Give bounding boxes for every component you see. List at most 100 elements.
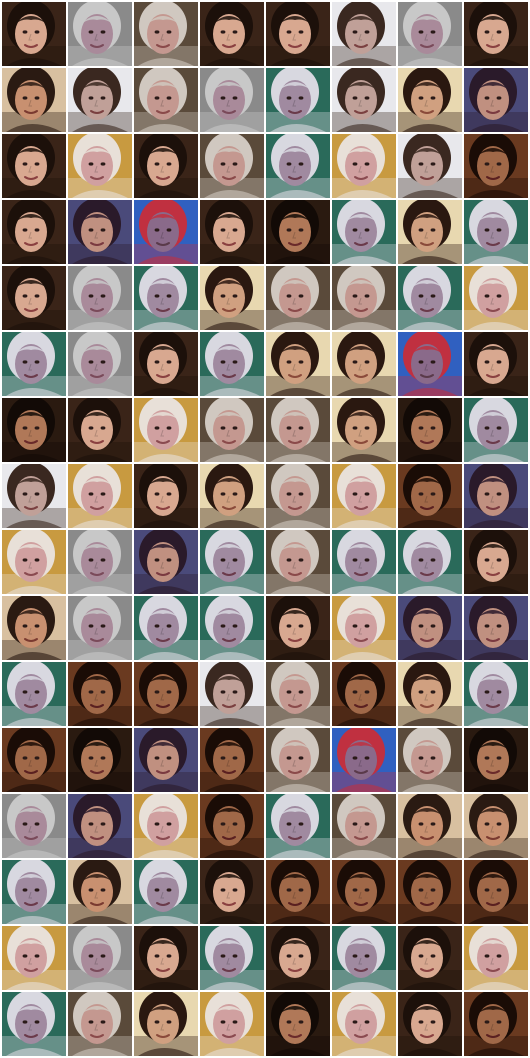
- face-sample-image: [464, 728, 528, 792]
- face-sample-image: [464, 926, 528, 990]
- face-sample-image: [398, 926, 462, 990]
- face-sample-image: [332, 332, 396, 396]
- face-sample-image: [134, 926, 198, 990]
- face-sample-tile: [2, 398, 66, 462]
- face-sample-image: [68, 530, 132, 594]
- face-sample-image: [464, 464, 528, 528]
- face-sample-tile: [332, 530, 396, 594]
- face-sample-image: [2, 2, 66, 66]
- face-sample-image: [464, 860, 528, 924]
- face-sample-tile: [68, 68, 132, 132]
- face-sample-image: [200, 596, 264, 660]
- face-sample-image: [68, 134, 132, 198]
- face-sample-tile: [68, 596, 132, 660]
- face-sample-tile: [200, 266, 264, 330]
- face-sample-image: [68, 68, 132, 132]
- face-sample-image: [332, 860, 396, 924]
- face-sample-image: [464, 68, 528, 132]
- face-sample-tile: [2, 662, 66, 726]
- face-sample-image: [2, 134, 66, 198]
- face-sample-image: [398, 398, 462, 462]
- face-sample-tile: [68, 2, 132, 66]
- face-sample-image: [464, 200, 528, 264]
- face-sample-tile: [266, 926, 330, 990]
- face-sample-image: [464, 266, 528, 330]
- face-sample-tile: [332, 596, 396, 660]
- face-sample-image: [332, 530, 396, 594]
- face-sample-tile: [266, 992, 330, 1056]
- face-sample-tile: [464, 794, 528, 858]
- face-sample-tile: [266, 200, 330, 264]
- face-sample-tile: [2, 464, 66, 528]
- face-sample-tile: [2, 794, 66, 858]
- face-sample-tile: [332, 728, 396, 792]
- face-sample-image: [200, 926, 264, 990]
- face-sample-tile: [464, 398, 528, 462]
- face-sample-image: [266, 68, 330, 132]
- face-sample-tile: [398, 68, 462, 132]
- face-sample-image: [134, 530, 198, 594]
- face-sample-tile: [200, 464, 264, 528]
- face-sample-tile: [68, 794, 132, 858]
- face-sample-tile: [134, 794, 198, 858]
- face-sample-image: [266, 2, 330, 66]
- face-sample-image: [266, 464, 330, 528]
- face-sample-tile: [2, 530, 66, 594]
- face-sample-image: [68, 794, 132, 858]
- face-sample-tile: [2, 926, 66, 990]
- face-sample-image: [68, 200, 132, 264]
- face-sample-image: [266, 794, 330, 858]
- face-sample-image: [398, 200, 462, 264]
- face-sample-image: [332, 266, 396, 330]
- face-sample-tile: [200, 68, 264, 132]
- face-sample-tile: [200, 794, 264, 858]
- face-sample-tile: [134, 332, 198, 396]
- face-sample-image: [2, 662, 66, 726]
- face-sample-image: [200, 2, 264, 66]
- face-sample-tile: [332, 662, 396, 726]
- face-sample-image: [68, 398, 132, 462]
- face-sample-image: [464, 530, 528, 594]
- face-sample-image: [2, 530, 66, 594]
- face-sample-image: [134, 200, 198, 264]
- face-sample-image: [398, 134, 462, 198]
- face-sample-image: [464, 2, 528, 66]
- face-sample-tile: [464, 860, 528, 924]
- face-sample-tile: [398, 992, 462, 1056]
- face-sample-image: [2, 464, 66, 528]
- face-sample-tile: [266, 860, 330, 924]
- face-sample-image: [464, 794, 528, 858]
- face-sample-tile: [464, 266, 528, 330]
- face-sample-image: [2, 992, 66, 1056]
- face-sample-tile: [134, 200, 198, 264]
- face-sample-tile: [398, 926, 462, 990]
- face-sample-tile: [266, 794, 330, 858]
- face-sample-tile: [464, 596, 528, 660]
- face-sample-image: [332, 596, 396, 660]
- face-sample-image: [398, 530, 462, 594]
- face-sample-tile: [2, 68, 66, 132]
- face-sample-tile: [134, 2, 198, 66]
- face-sample-tile: [464, 134, 528, 198]
- face-sample-image: [200, 200, 264, 264]
- face-sample-image: [68, 662, 132, 726]
- face-sample-tile: [398, 2, 462, 66]
- face-sample-tile: [2, 266, 66, 330]
- face-sample-image: [398, 794, 462, 858]
- face-sample-tile: [266, 332, 330, 396]
- face-sample-tile: [266, 662, 330, 726]
- face-sample-tile: [398, 860, 462, 924]
- face-sample-tile: [68, 992, 132, 1056]
- face-sample-image: [134, 860, 198, 924]
- face-sample-image: [464, 992, 528, 1056]
- face-sample-tile: [332, 398, 396, 462]
- face-sample-tile: [2, 860, 66, 924]
- face-sample-tile: [134, 464, 198, 528]
- face-sample-image: [134, 332, 198, 396]
- face-sample-tile: [200, 2, 264, 66]
- face-sample-image: [332, 926, 396, 990]
- face-sample-tile: [266, 530, 330, 594]
- face-sample-image: [200, 464, 264, 528]
- face-sample-image: [398, 992, 462, 1056]
